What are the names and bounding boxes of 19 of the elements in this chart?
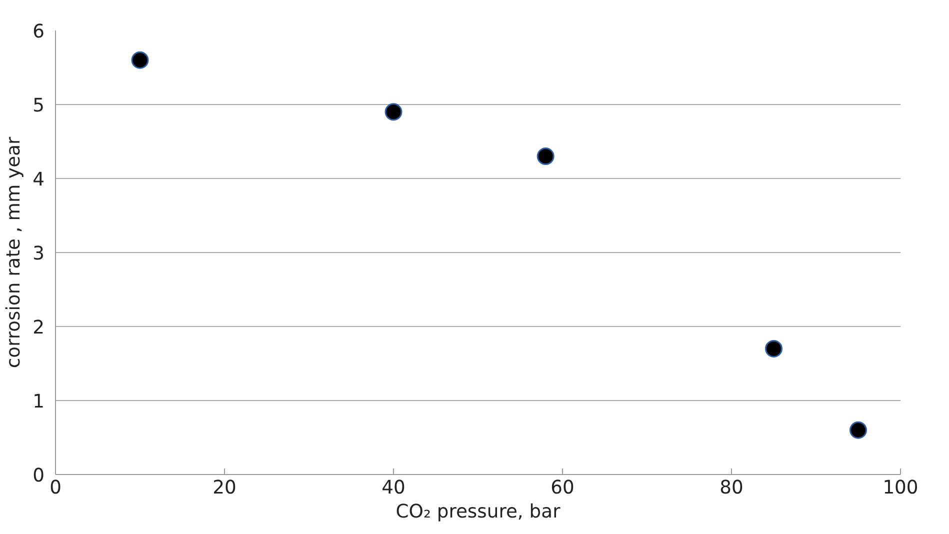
y-tick-label: 5 — [32, 96, 45, 116]
y-tick-label: 3 — [32, 244, 45, 264]
x-tick-label: 100 — [882, 478, 918, 498]
y-tick-label: 4 — [32, 170, 45, 190]
x-tick-label: 0 — [50, 478, 62, 498]
x-tick-label: 80 — [720, 478, 744, 498]
y-tick-label: 6 — [32, 22, 45, 42]
y-axis-title: corrosion rate , mm year — [4, 136, 25, 368]
point — [384, 103, 402, 121]
point — [536, 148, 554, 166]
y-tick-label: 1 — [32, 392, 45, 412]
x-axis-title: CO₂ pressure, bar — [396, 502, 561, 522]
point — [765, 340, 782, 358]
point — [850, 421, 867, 439]
x-tick-label: 60 — [550, 478, 574, 498]
y-tick-label: 2 — [32, 318, 45, 338]
point — [131, 51, 149, 69]
x-tick-label: 20 — [212, 478, 236, 498]
x-tick-label: 40 — [382, 478, 406, 498]
